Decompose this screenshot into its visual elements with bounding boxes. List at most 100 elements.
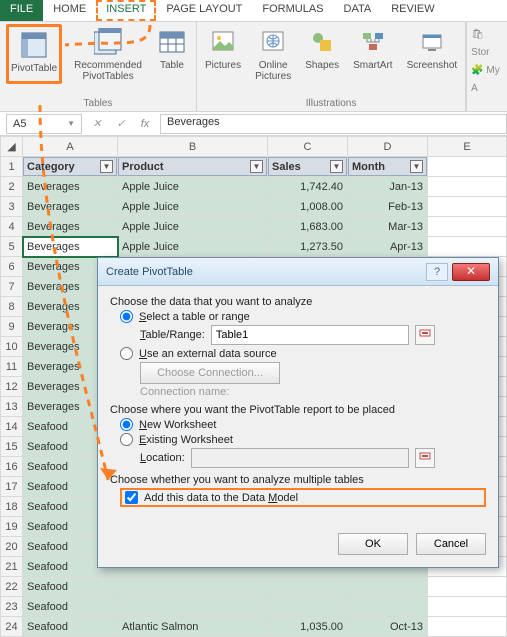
row-header[interactable]: 3 — [1, 197, 23, 217]
tab-pagelayout[interactable]: PAGE LAYOUT — [156, 0, 252, 21]
row-header[interactable]: 12 — [1, 377, 23, 397]
cell[interactable]: Feb-13 — [348, 197, 428, 217]
store-button[interactable]: 🛍 Stor — [471, 26, 503, 62]
cell[interactable] — [268, 577, 348, 597]
cell[interactable]: Apple Juice — [118, 197, 268, 217]
row-header[interactable]: 22 — [1, 577, 23, 597]
cell[interactable] — [428, 217, 507, 237]
pictures-button[interactable]: Pictures — [203, 24, 243, 84]
row-header[interactable]: 17 — [1, 477, 23, 497]
cell[interactable]: 1,683.00 — [268, 217, 348, 237]
smartart-button[interactable]: SmartArt — [351, 24, 394, 84]
range-selector-button[interactable] — [415, 325, 435, 345]
tab-review[interactable]: REVIEW — [381, 0, 444, 21]
table-header-product[interactable]: Product▼ — [118, 157, 267, 176]
shapes-button[interactable]: Shapes — [303, 24, 341, 84]
cell[interactable] — [118, 577, 268, 597]
filter-icon[interactable]: ▼ — [250, 160, 263, 173]
cell[interactable]: 1,273.50 — [268, 237, 348, 257]
fx-icon[interactable]: fx — [136, 118, 154, 130]
close-button[interactable]: ✕ — [452, 263, 490, 281]
row-header[interactable]: 19 — [1, 517, 23, 537]
col-d[interactable]: D — [348, 137, 428, 157]
cell[interactable]: Apr-13 — [348, 237, 428, 257]
myapps-button[interactable]: 🧩 My A — [471, 62, 503, 98]
table-button[interactable]: Table — [154, 24, 190, 84]
cell[interactable]: Mar-13 — [348, 217, 428, 237]
ok-button[interactable]: OK — [338, 533, 408, 555]
row-header[interactable]: 14 — [1, 417, 23, 437]
cell[interactable] — [428, 197, 507, 217]
cell[interactable] — [348, 577, 428, 597]
table-range-input[interactable] — [211, 325, 409, 345]
cell[interactable]: 1,742.40 — [268, 177, 348, 197]
cell[interactable] — [428, 237, 507, 257]
online-pictures-button[interactable]: Online Pictures — [253, 24, 293, 84]
cell[interactable]: Beverages — [23, 177, 118, 197]
row-header[interactable]: 20 — [1, 537, 23, 557]
row-header[interactable]: 4 — [1, 217, 23, 237]
col-b[interactable]: B — [118, 137, 268, 157]
radio-select-table[interactable]: Select a table or range — [120, 310, 486, 323]
cell[interactable]: Apple Juice — [118, 177, 268, 197]
col-e[interactable]: E — [428, 137, 507, 157]
row-header[interactable]: 5 — [1, 237, 23, 257]
table-header-month[interactable]: Month▼ — [348, 157, 427, 176]
cell[interactable] — [428, 577, 507, 597]
row-header[interactable]: 1 — [1, 157, 23, 177]
filter-icon[interactable]: ▼ — [100, 160, 113, 173]
cell[interactable] — [428, 597, 507, 617]
cell[interactable]: Beverages — [23, 197, 118, 217]
table-header-sales[interactable]: Sales▼ — [268, 157, 347, 176]
col-a[interactable]: A — [23, 137, 118, 157]
checkbox-data-model[interactable]: Add this data to the Data Model — [120, 488, 486, 507]
cell[interactable] — [428, 177, 507, 197]
tab-formulas[interactable]: FORMULAS — [252, 0, 333, 21]
tab-home[interactable]: HOME — [43, 0, 96, 21]
dialog-titlebar[interactable]: Create PivotTable ? ✕ — [98, 258, 498, 286]
row-header[interactable]: 2 — [1, 177, 23, 197]
cell[interactable]: Seafood — [23, 597, 118, 617]
location-selector-button[interactable] — [415, 448, 435, 468]
row-header[interactable]: 15 — [1, 437, 23, 457]
name-box[interactable]: A5▼ — [6, 114, 82, 134]
row-header[interactable]: 21 — [1, 557, 23, 577]
row-header[interactable]: 16 — [1, 457, 23, 477]
tab-data[interactable]: DATA — [334, 0, 382, 21]
row-header[interactable]: 8 — [1, 297, 23, 317]
tab-file[interactable]: FILE — [0, 0, 43, 21]
filter-icon[interactable]: ▼ — [410, 160, 423, 173]
radio-new-worksheet[interactable]: New Worksheet — [120, 418, 486, 431]
row-header[interactable]: 9 — [1, 317, 23, 337]
radio-external-source[interactable]: Use an external data source — [120, 347, 486, 360]
row-header[interactable]: 13 — [1, 397, 23, 417]
formula-input[interactable]: Beverages — [160, 114, 507, 134]
filter-icon[interactable]: ▼ — [330, 160, 343, 173]
cell[interactable]: Apple Juice — [118, 217, 268, 237]
recommended-pivottables-button[interactable]: Recommended PivotTables — [72, 24, 144, 84]
row-header[interactable]: 6 — [1, 257, 23, 277]
select-all[interactable]: ◢ — [1, 137, 23, 157]
row-header[interactable]: 18 — [1, 497, 23, 517]
help-button[interactable]: ? — [426, 263, 448, 281]
table-header-category[interactable]: Category▼ — [23, 157, 117, 176]
pivottable-button[interactable]: PivotTable — [6, 24, 62, 84]
cell[interactable]: Apple Juice — [118, 237, 268, 257]
cell[interactable]: Seafood — [23, 577, 118, 597]
row-header[interactable]: 11 — [1, 357, 23, 377]
cell[interactable]: 1,008.00 — [268, 197, 348, 217]
cell[interactable]: Jan-13 — [348, 177, 428, 197]
cell[interactable] — [268, 597, 348, 617]
row-header[interactable]: 10 — [1, 337, 23, 357]
cell[interactable]: Beverages — [23, 237, 118, 257]
tab-insert[interactable]: INSERT — [96, 0, 156, 21]
row-header[interactable]: 7 — [1, 277, 23, 297]
cancel-button[interactable]: Cancel — [416, 533, 486, 555]
row-header[interactable]: 23 — [1, 597, 23, 617]
cell[interactable] — [118, 597, 268, 617]
screenshot-button[interactable]: Screenshot — [405, 24, 460, 84]
cell[interactable]: Beverages — [23, 217, 118, 237]
col-c[interactable]: C — [268, 137, 348, 157]
radio-existing-worksheet[interactable]: Existing Worksheet — [120, 433, 486, 446]
cell[interactable] — [348, 597, 428, 617]
